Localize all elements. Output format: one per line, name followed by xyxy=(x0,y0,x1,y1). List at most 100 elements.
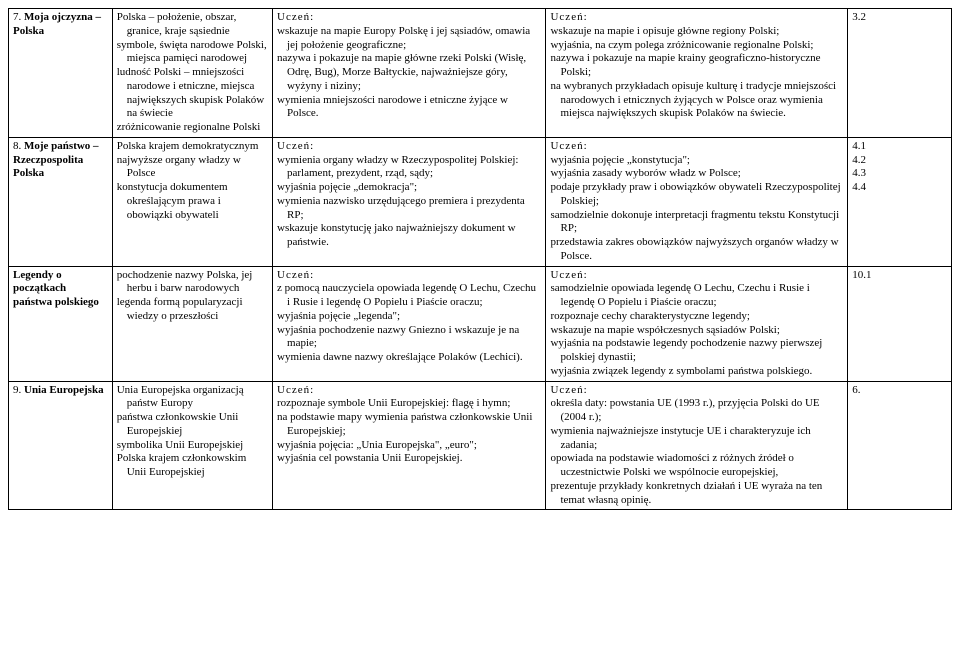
text-line: rozpoznaje cechy charakterystyczne legen… xyxy=(550,310,843,324)
text-line: przedstawia zakres obowiązków najwyższyc… xyxy=(550,236,843,264)
reference-value: 4.4 xyxy=(852,181,947,195)
table-row: 9. Unia EuropejskaUnia Europejska organi… xyxy=(9,381,952,510)
text-line: pochodzenie nazwy Polska, jej herbu i ba… xyxy=(117,269,268,297)
text-line: konstytucja dokumentem określającym praw… xyxy=(117,181,268,222)
topic-cell: 9. Unia Europejska xyxy=(9,381,113,510)
student-extended-cell: Uczeń:określa daty: powstania UE (1993 r… xyxy=(546,381,848,510)
text-line: rozpoznaje symbole Unii Europejskiej: fl… xyxy=(277,397,541,411)
cell-body: wyjaśnia pojęcie „konstytucja";wyjaśnia … xyxy=(550,154,843,264)
cell-body: wskazuje na mapie Europy Polskę i jej są… xyxy=(277,25,541,121)
table-row: 8. Moje państwo – Rzeczpospolita PolskaP… xyxy=(9,137,952,266)
uczen-label: Uczeń: xyxy=(550,384,843,398)
text-line: symbolika Unii Europejskiej xyxy=(117,439,268,453)
reference-value: 4.1 xyxy=(852,140,947,154)
student-basic-cell: Uczeń:z pomocą nauczyciela opowiada lege… xyxy=(273,266,546,381)
text-line: wyjaśnia pojęcia: „Unia Europejska", „eu… xyxy=(277,439,541,453)
student-extended-cell: Uczeń:wskazuje na mapie i opisuje główne… xyxy=(546,9,848,138)
content-cell: Unia Europejska organizacją państw Europ… xyxy=(112,381,272,510)
topic-cell: 8. Moje państwo – Rzeczpospolita Polska xyxy=(9,137,113,266)
text-line: wskazuje na mapie współczesnych sąsiadów… xyxy=(550,324,843,338)
text-line: wyjaśnia pojęcie „legenda"; xyxy=(277,310,541,324)
uczen-label: Uczeń: xyxy=(277,269,541,283)
text-line: Polska krajem członkowskim Unii Europejs… xyxy=(117,452,268,480)
uczen-label: Uczeń: xyxy=(277,140,541,154)
text-line: wymienia dawne nazwy określające Polaków… xyxy=(277,351,541,365)
cell-body: wskazuje na mapie i opisuje główne regio… xyxy=(550,25,843,121)
text-line: opowiada na podstawie wiadomości z różny… xyxy=(550,452,843,480)
text-line: wyjaśnia pojęcie „demokracja"; xyxy=(277,181,541,195)
reference-value: 10.1 xyxy=(852,269,947,283)
text-line: na wybranych przykładach opisuje kulturę… xyxy=(550,80,843,121)
topic-cell: 7. Moja ojczyzna – Polska xyxy=(9,9,113,138)
text-line: wyjaśnia związek legendy z symbolami pań… xyxy=(550,365,843,379)
text-line: nazywa i pokazuje na mapie krainy geogra… xyxy=(550,52,843,80)
content-cell: Polska – położenie, obszar, granice, kra… xyxy=(112,9,272,138)
text-line: samodzielnie dokonuje interpretacji frag… xyxy=(550,209,843,237)
text-line: wyjaśnia na podstawie legendy pochodzeni… xyxy=(550,337,843,365)
topic-cell: Legendy o początkach państwa polskiego xyxy=(9,266,113,381)
text-line: zróżnicowanie regionalne Polski xyxy=(117,121,268,135)
text-line: na podstawie mapy wymienia państwa człon… xyxy=(277,411,541,439)
text-line: symbole, święta narodowe Polski, miejsca… xyxy=(117,39,268,67)
text-line: najwyższe organy władzy w Polsce xyxy=(117,154,268,182)
text-line: wyjaśnia pojęcie „konstytucja"; xyxy=(550,154,843,168)
text-line: wyjaśnia zasady wyborów władz w Polsce; xyxy=(550,167,843,181)
reference-cell: 3.2 xyxy=(848,9,952,138)
table-row: 7. Moja ojczyzna – PolskaPolska – położe… xyxy=(9,9,952,138)
text-line: wymienia nazwisko urzędującego premiera … xyxy=(277,195,541,223)
student-basic-cell: Uczeń:rozpoznaje symbole Unii Europejski… xyxy=(273,381,546,510)
curriculum-table: 7. Moja ojczyzna – PolskaPolska – położe… xyxy=(8,8,952,510)
reference-value: 6. xyxy=(852,384,947,398)
text-line: wyjaśnia cel powstania Unii Europejskiej… xyxy=(277,452,541,466)
reference-value: 4.3 xyxy=(852,167,947,181)
text-line: wyjaśnia pochodzenie nazwy Gniezno i wsk… xyxy=(277,324,541,352)
reference-value: 3.2 xyxy=(852,11,947,25)
reference-cell: 4.14.24.34.4 xyxy=(848,137,952,266)
reference-value: 4.2 xyxy=(852,154,947,168)
text-line: samodzielnie opowiada legendę O Lechu, C… xyxy=(550,282,843,310)
text-line: wskazuje na mapie i opisuje główne regio… xyxy=(550,25,843,39)
table-row: Legendy o początkach państwa polskiego po… xyxy=(9,266,952,381)
text-line: wymienia organy władzy w Rzeczypospolite… xyxy=(277,154,541,182)
text-line: wymienia najważniejsze instytucje UE i c… xyxy=(550,425,843,453)
topic-title: Unia Europejska xyxy=(24,384,104,396)
cell-body: rozpoznaje symbole Unii Europejskiej: fl… xyxy=(277,397,541,466)
text-line: prezentuje przykłady konkretnych działań… xyxy=(550,480,843,508)
topic-number: 8. xyxy=(13,140,24,152)
cell-body: wymienia organy władzy w Rzeczypospolite… xyxy=(277,154,541,250)
text-line: określa daty: powstania UE (1993 r.), pr… xyxy=(550,397,843,425)
student-basic-cell: Uczeń:wymienia organy władzy w Rzeczypos… xyxy=(273,137,546,266)
text-line: z pomocą nauczyciela opowiada legendę O … xyxy=(277,282,541,310)
uczen-label: Uczeń: xyxy=(550,140,843,154)
text-line: Unia Europejska organizacją państw Europ… xyxy=(117,384,268,412)
text-line: wymienia mniejszości narodowe i etniczne… xyxy=(277,94,541,122)
content-cell: pochodzenie nazwy Polska, jej herbu i ba… xyxy=(112,266,272,381)
cell-body: samodzielnie opowiada legendę O Lechu, C… xyxy=(550,282,843,378)
topic-number: 7. xyxy=(13,11,24,23)
reference-cell: 6. xyxy=(848,381,952,510)
uczen-label: Uczeń: xyxy=(550,269,843,283)
uczen-label: Uczeń: xyxy=(277,11,541,25)
text-line: Polska – położenie, obszar, granice, kra… xyxy=(117,11,268,39)
uczen-label: Uczeń: xyxy=(277,384,541,398)
text-line: legenda formą popularyzacji wiedzy o prz… xyxy=(117,296,268,324)
topic-title: Moja ojczyzna – Polska xyxy=(13,11,101,37)
text-line: podaje przykłady praw i obowiązków obywa… xyxy=(550,181,843,209)
text-line: wskazuje na mapie Europy Polskę i jej są… xyxy=(277,25,541,53)
student-extended-cell: Uczeń:wyjaśnia pojęcie „konstytucja";wyj… xyxy=(546,137,848,266)
uczen-label: Uczeń: xyxy=(550,11,843,25)
cell-body: z pomocą nauczyciela opowiada legendę O … xyxy=(277,282,541,365)
topic-title: Moje państwo – Rzeczpospolita Polska xyxy=(13,140,99,180)
text-line: wyjaśnia, na czym polega zróżnicowanie r… xyxy=(550,39,843,53)
text-line: państwa członkowskie Unii Europejskiej xyxy=(117,411,268,439)
student-basic-cell: Uczeń:wskazuje na mapie Europy Polskę i … xyxy=(273,9,546,138)
topic-title: Legendy o początkach państwa polskiego xyxy=(13,269,99,309)
text-line: ludność Polski – mniejszości narodowe i … xyxy=(117,66,268,121)
text-line: wskazuje konstytucję jako najważniejszy … xyxy=(277,222,541,250)
text-line: nazywa i pokazuje na mapie główne rzeki … xyxy=(277,52,541,93)
content-cell: Polska krajem demokratycznymnajwyższe or… xyxy=(112,137,272,266)
cell-body: określa daty: powstania UE (1993 r.), pr… xyxy=(550,397,843,507)
text-line: Polska krajem demokratycznym xyxy=(117,140,268,154)
reference-cell: 10.1 xyxy=(848,266,952,381)
topic-number: 9. xyxy=(13,384,24,396)
